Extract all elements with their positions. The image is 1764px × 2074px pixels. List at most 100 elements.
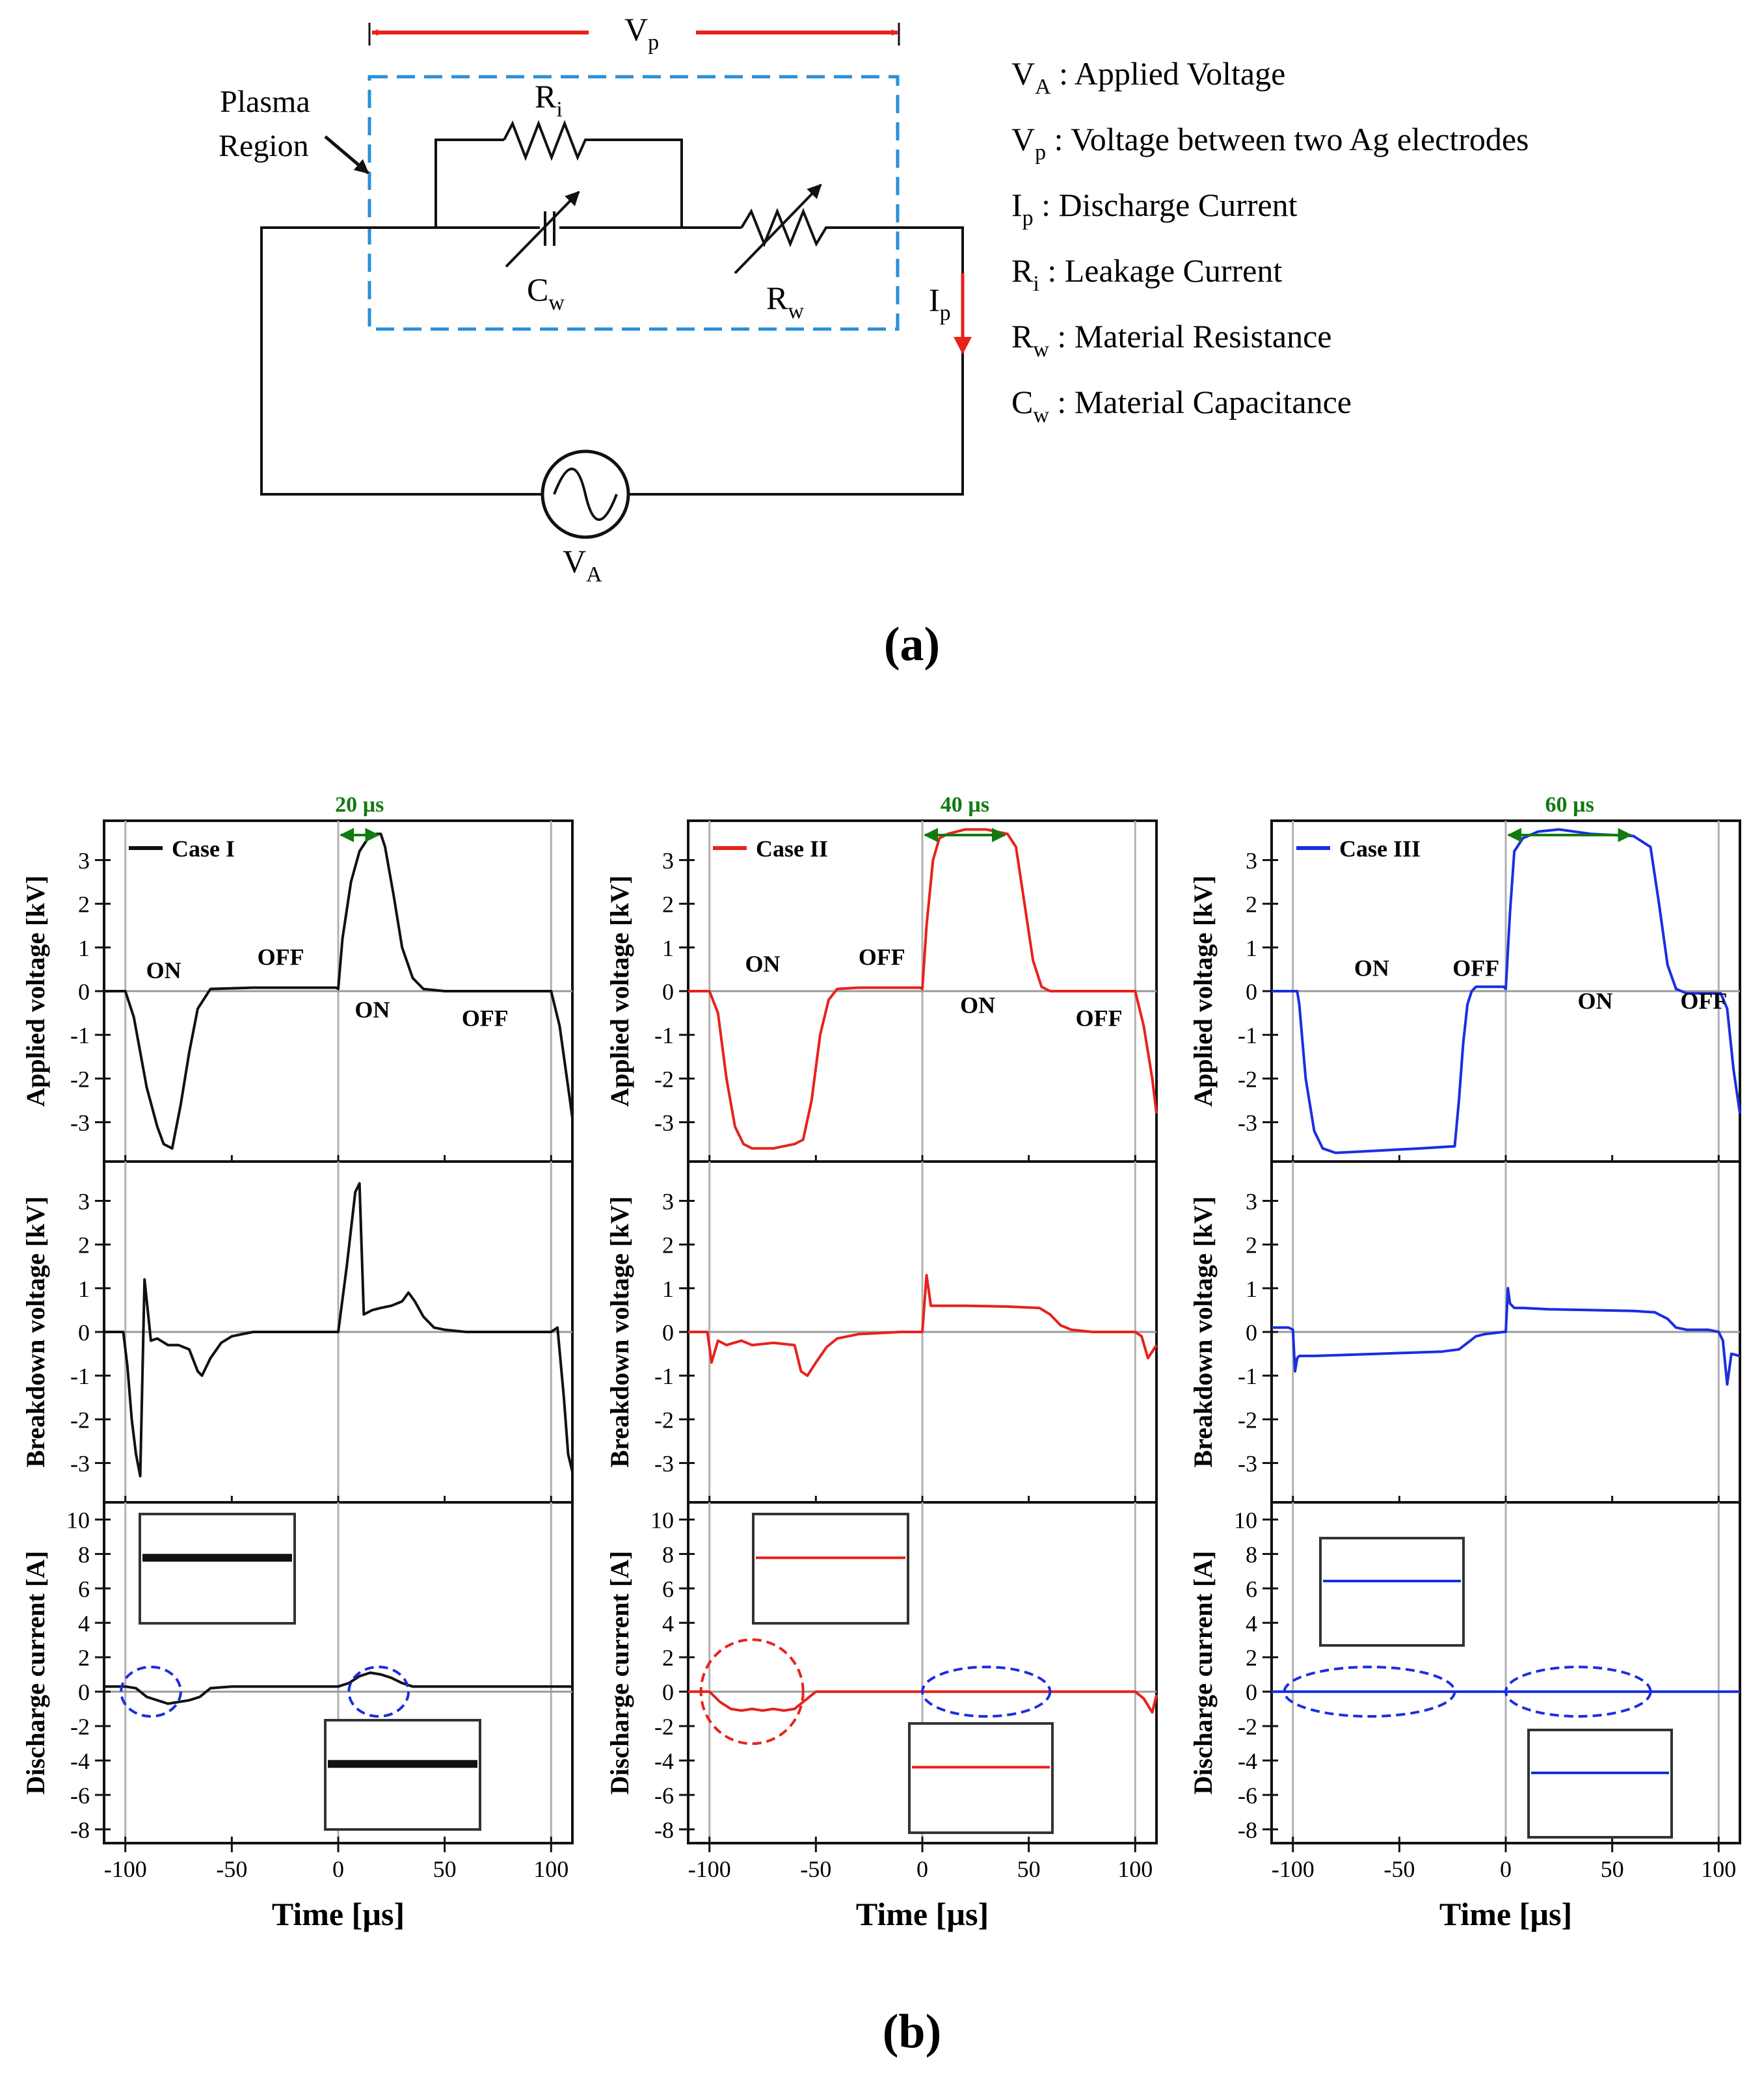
symbol-description: : Material Resistance bbox=[1049, 318, 1332, 354]
y-tick-label: 2 bbox=[662, 1232, 674, 1258]
x-tick-label: 50 bbox=[1017, 1856, 1041, 1882]
y-tick-label: -2 bbox=[70, 1714, 90, 1740]
series-line bbox=[1272, 828, 1741, 1154]
legend-label: Case I bbox=[172, 836, 235, 862]
y-tick-label: 1 bbox=[662, 1276, 674, 1302]
symbol-subscript: i bbox=[1033, 272, 1039, 296]
zoom-region-ellipse bbox=[921, 1666, 1052, 1718]
y-tick-label: -1 bbox=[1238, 1363, 1257, 1389]
rw-resistor bbox=[740, 207, 834, 248]
series-line bbox=[104, 832, 574, 1150]
chart-panel: 3 2 1 0 -1 -2 -3 Breakdown voltage [kV] bbox=[605, 1160, 1158, 1504]
symbol-description: : Applied Voltage bbox=[1051, 55, 1286, 92]
y-tick-label: -2 bbox=[1238, 1407, 1257, 1433]
y-tick-label: -3 bbox=[70, 1110, 90, 1136]
y-tick-label: 4 bbox=[662, 1610, 674, 1636]
circuit-diagram: Vp Plasma Region Ri Cw Rw bbox=[219, 11, 972, 587]
state-annotation: ON bbox=[1354, 955, 1389, 981]
legend-label: Case III bbox=[1339, 836, 1421, 862]
x-tick-label: 0 bbox=[332, 1856, 344, 1882]
y-tick-label: 3 bbox=[1246, 847, 1257, 873]
y-tick-label: 2 bbox=[1246, 892, 1257, 918]
y-tick-label: 8 bbox=[662, 1541, 674, 1567]
chart-panel: 10 8 6 4 2 0 -2 -4 -6 -8 Discharge current [A] bbox=[21, 1501, 574, 1852]
y-tick-label: 0 bbox=[78, 1679, 90, 1705]
y-tick-label: 0 bbox=[78, 979, 90, 1005]
y-axis-label: Breakdown voltage [kV] bbox=[21, 1196, 50, 1467]
y-tick-label: 3 bbox=[662, 1188, 674, 1214]
zoom-inset bbox=[1527, 1729, 1673, 1839]
y-tick-label: 2 bbox=[662, 1645, 674, 1671]
y-tick-label: 0 bbox=[662, 1679, 674, 1705]
x-tick-label: 100 bbox=[1117, 1856, 1153, 1882]
y-tick-label: -8 bbox=[70, 1817, 90, 1843]
x-tick-label: -50 bbox=[1383, 1856, 1415, 1882]
y-tick-label: 1 bbox=[1246, 1276, 1257, 1302]
rw-label: Rw bbox=[766, 280, 804, 323]
x-tick-label: 0 bbox=[1500, 1856, 1512, 1882]
chart-panel: 3 2 1 0 -1 -2 -3 Applied voltage [kV] ON OFF ON OFF… bbox=[605, 793, 1158, 1163]
series-line bbox=[104, 1671, 572, 1705]
pulse-width-label: 20 µs bbox=[335, 793, 384, 817]
y-tick-label: -1 bbox=[654, 1363, 674, 1389]
legend-label: Case II bbox=[756, 836, 828, 862]
series-line bbox=[1272, 1286, 1741, 1386]
zoom-inset bbox=[324, 1719, 481, 1831]
symbol-subscript: w bbox=[1033, 403, 1049, 427]
symbol-description: : Material Capacitance bbox=[1049, 384, 1352, 420]
y-tick-label: -2 bbox=[70, 1066, 90, 1092]
state-annotation: ON bbox=[354, 996, 390, 1022]
y-tick-label: -1 bbox=[70, 1363, 90, 1389]
y-tick-label: 1 bbox=[662, 935, 674, 961]
y-tick-label: 6 bbox=[662, 1576, 674, 1602]
symbol-definition: Ip : Discharge Current bbox=[1011, 187, 1298, 230]
symbol-subscript: p bbox=[1022, 206, 1034, 230]
x-tick-label: 50 bbox=[1601, 1856, 1624, 1882]
ip-label: Ip bbox=[929, 282, 951, 325]
y-tick-label: 1 bbox=[1246, 935, 1257, 961]
symbol-subscript: p bbox=[1035, 140, 1046, 165]
y-tick-label: -4 bbox=[70, 1748, 90, 1774]
x-axis-label: Time [µs] bbox=[856, 1896, 989, 1932]
y-tick-label: 0 bbox=[1246, 1320, 1257, 1346]
y-tick-label: 10 bbox=[1234, 1507, 1257, 1533]
y-axis-label: Discharge current [A] bbox=[21, 1551, 50, 1795]
state-annotation: ON bbox=[745, 951, 781, 977]
x-tick-label: 0 bbox=[916, 1856, 928, 1882]
y-tick-label: -2 bbox=[70, 1407, 90, 1433]
plasma-region-box bbox=[368, 75, 900, 331]
x-axis-label: Time [µs] bbox=[272, 1896, 405, 1932]
y-tick-label: 4 bbox=[1246, 1610, 1257, 1636]
y-axis-label: Discharge current [A] bbox=[605, 1551, 634, 1795]
y-tick-label: -6 bbox=[70, 1783, 90, 1809]
y-tick-label: 10 bbox=[650, 1507, 674, 1533]
chart-panel: 3 2 1 0 -1 -2 -3 Breakdown voltage [kV] bbox=[1188, 1160, 1741, 1504]
y-tick-label: -1 bbox=[1238, 1022, 1257, 1048]
zoom-region-ellipse bbox=[347, 1666, 410, 1718]
y-tick-label: 4 bbox=[78, 1610, 90, 1636]
symbol-definition: Ri : Leakage Current bbox=[1011, 252, 1282, 296]
y-tick-label: 3 bbox=[1246, 1188, 1257, 1214]
y-tick-label: 2 bbox=[662, 892, 674, 918]
zoom-region-ellipse bbox=[699, 1638, 805, 1746]
x-axis-label: Time [µs] bbox=[1439, 1896, 1572, 1932]
plasma-pointer-arrow bbox=[324, 135, 369, 174]
y-tick-label: -1 bbox=[70, 1022, 90, 1048]
x-tick-label: -100 bbox=[688, 1856, 731, 1882]
ri-label: Ri bbox=[535, 78, 563, 122]
zoom-inset bbox=[1319, 1537, 1465, 1647]
y-tick-label: 3 bbox=[662, 847, 674, 873]
y-tick-label: -3 bbox=[1238, 1110, 1257, 1136]
series-line bbox=[688, 828, 1158, 1150]
y-tick-label: -6 bbox=[1238, 1783, 1257, 1809]
x-tick-label: 100 bbox=[1701, 1856, 1736, 1882]
y-tick-label: -3 bbox=[1238, 1451, 1257, 1477]
y-tick-label: -8 bbox=[1238, 1817, 1257, 1843]
y-tick-label: -2 bbox=[654, 1066, 674, 1092]
x-tick-label: 50 bbox=[433, 1856, 457, 1882]
symbol-definition: VA : Applied Voltage bbox=[1011, 55, 1285, 99]
y-tick-label: -4 bbox=[1238, 1748, 1257, 1774]
